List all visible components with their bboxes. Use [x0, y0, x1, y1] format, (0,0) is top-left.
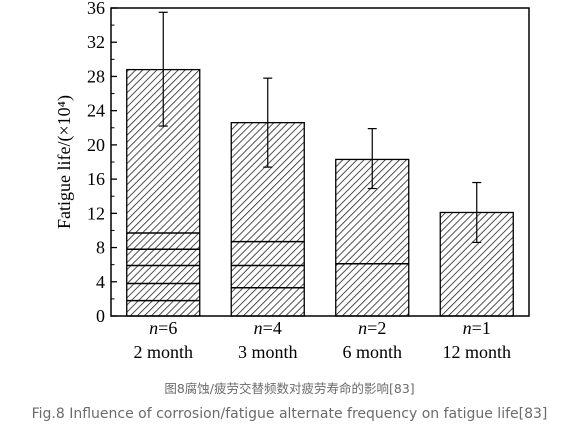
- category-label-3: 6 month: [342, 342, 402, 362]
- y-tick-label-32: 32: [87, 32, 105, 52]
- y-axis-title: Fatigue life/(×10⁴): [54, 95, 75, 229]
- y-tick-label-20: 20: [87, 135, 105, 155]
- y-tick-label-8: 8: [96, 238, 105, 258]
- category-label-4: 12 month: [442, 342, 511, 362]
- caption-english: Fig.8 Influence of corrosion/fatigue alt…: [31, 406, 548, 422]
- caption-chinese: 图8腐蚀/疲劳交替频数对疲劳寿命的影响[83]: [164, 381, 415, 396]
- y-tick-label-0: 0: [96, 306, 105, 326]
- y-tick-label-36: 36: [87, 0, 105, 18]
- y-tick-label-24: 24: [87, 101, 105, 121]
- sample-size-label-4: n=1: [463, 318, 491, 338]
- y-tick-label-28: 28: [87, 66, 105, 86]
- y-tick-label-4: 4: [96, 272, 105, 292]
- category-label-2: 3 month: [238, 342, 298, 362]
- y-tick-label-12: 12: [87, 203, 105, 223]
- bar-chart: 0 4 8 12 16 20 24 28 32 36 n=6 2 month n=4 3 month n=…: [54, 0, 530, 362]
- category-label-1: 2 month: [133, 342, 193, 362]
- sample-size-label-3: n=2: [358, 318, 386, 338]
- sample-size-label-1: n=6: [149, 318, 177, 338]
- sample-size-label-2: n=4: [254, 318, 282, 338]
- y-tick-label-16: 16: [87, 169, 105, 189]
